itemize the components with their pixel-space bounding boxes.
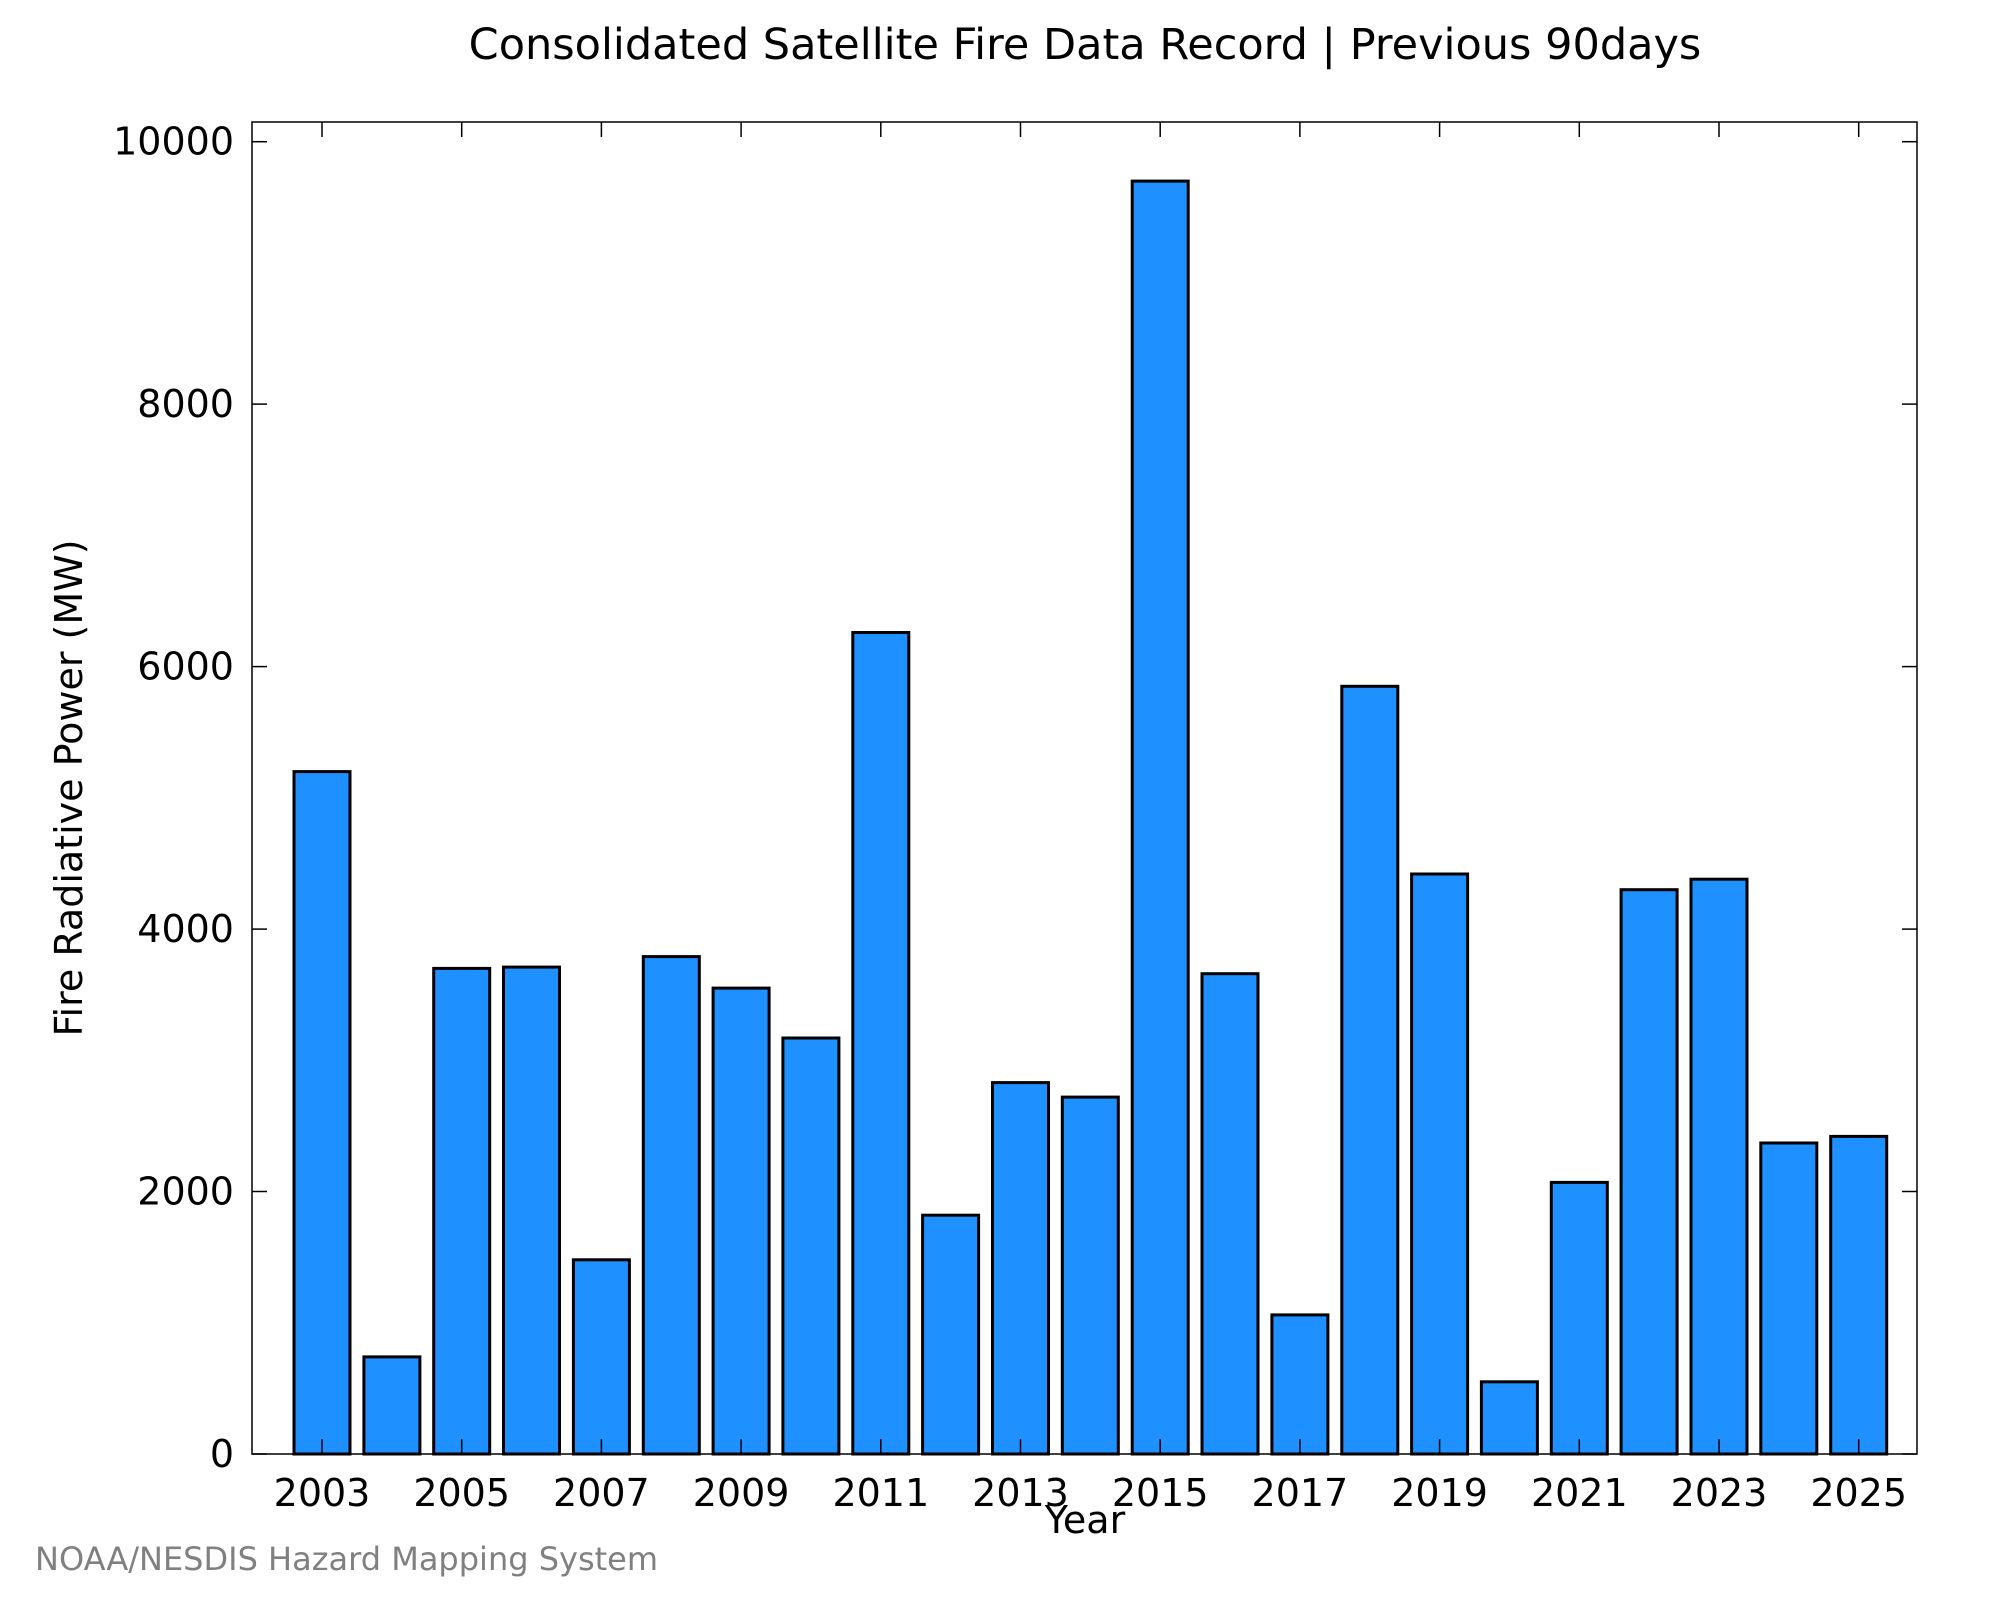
x-tick-label: 2017 (1252, 1471, 1349, 1515)
bar-2017 (1270, 1313, 1330, 1456)
bar-2013 (991, 1081, 1050, 1456)
x-tick-label: 2015 (1112, 1471, 1209, 1515)
bar-2010 (781, 1036, 841, 1456)
bar-2008 (641, 955, 701, 1456)
x-tick-label: 2009 (693, 1471, 790, 1515)
bar-2003 (292, 770, 352, 1456)
bar-2019 (1410, 872, 1470, 1456)
y-tick-label: 8000 (137, 382, 234, 426)
bar-2012 (921, 1213, 981, 1456)
x-tick-label: 2005 (413, 1471, 510, 1515)
ticks-layer (252, 122, 1917, 1455)
y-tick-label: 6000 (137, 645, 234, 689)
bar-2016 (1200, 972, 1260, 1456)
bar-2005 (432, 966, 492, 1456)
x-tick-label: 2003 (274, 1471, 371, 1515)
bar-2015 (1130, 179, 1190, 1456)
y-axis-label: Fire Radiative Power (MW) (47, 539, 91, 1036)
x-tick-label: 2025 (1810, 1471, 1907, 1515)
bar-2018 (1340, 684, 1400, 1456)
bar-2011 (851, 631, 911, 1456)
bar-2023 (1689, 877, 1749, 1456)
source-credit: NOAA/NESDIS Hazard Mapping System (35, 1540, 659, 1578)
bar-2024 (1759, 1141, 1819, 1456)
x-tick-label: 2019 (1391, 1471, 1488, 1515)
x-tick-label: 2007 (553, 1471, 650, 1515)
bar-2021 (1549, 1180, 1609, 1456)
x-tick-label: 2011 (832, 1471, 929, 1515)
bar-2014 (1060, 1095, 1120, 1456)
x-tick-label: 2013 (972, 1471, 1069, 1515)
x-tick-label: 2021 (1531, 1471, 1628, 1515)
bar-2022 (1619, 888, 1679, 1456)
x-axis-label: Year (1044, 1498, 1126, 1542)
plot-frame (251, 121, 1918, 1455)
bar-2025 (1829, 1134, 1889, 1456)
bar-2004 (362, 1355, 422, 1456)
tick-labels-layer: 0 2000 4000 6000 8000 10000 2003 2005 2007 2009 20… (113, 120, 1907, 1515)
y-tick-label: 10000 (113, 120, 234, 164)
x-tick-label: 2023 (1671, 1471, 1768, 1515)
y-tick-label: 0 (210, 1432, 234, 1476)
y-tick-label: 2000 (137, 1170, 234, 1214)
bar-2006 (502, 965, 561, 1456)
bar-2020 (1479, 1380, 1539, 1456)
y-tick-label: 4000 (137, 907, 234, 951)
bar-2007 (571, 1258, 631, 1456)
bars-layer (292, 179, 1889, 1456)
bar-2009 (711, 986, 771, 1456)
chart-title: Consolidated Satellite Fire Data Record … (468, 20, 1702, 70)
